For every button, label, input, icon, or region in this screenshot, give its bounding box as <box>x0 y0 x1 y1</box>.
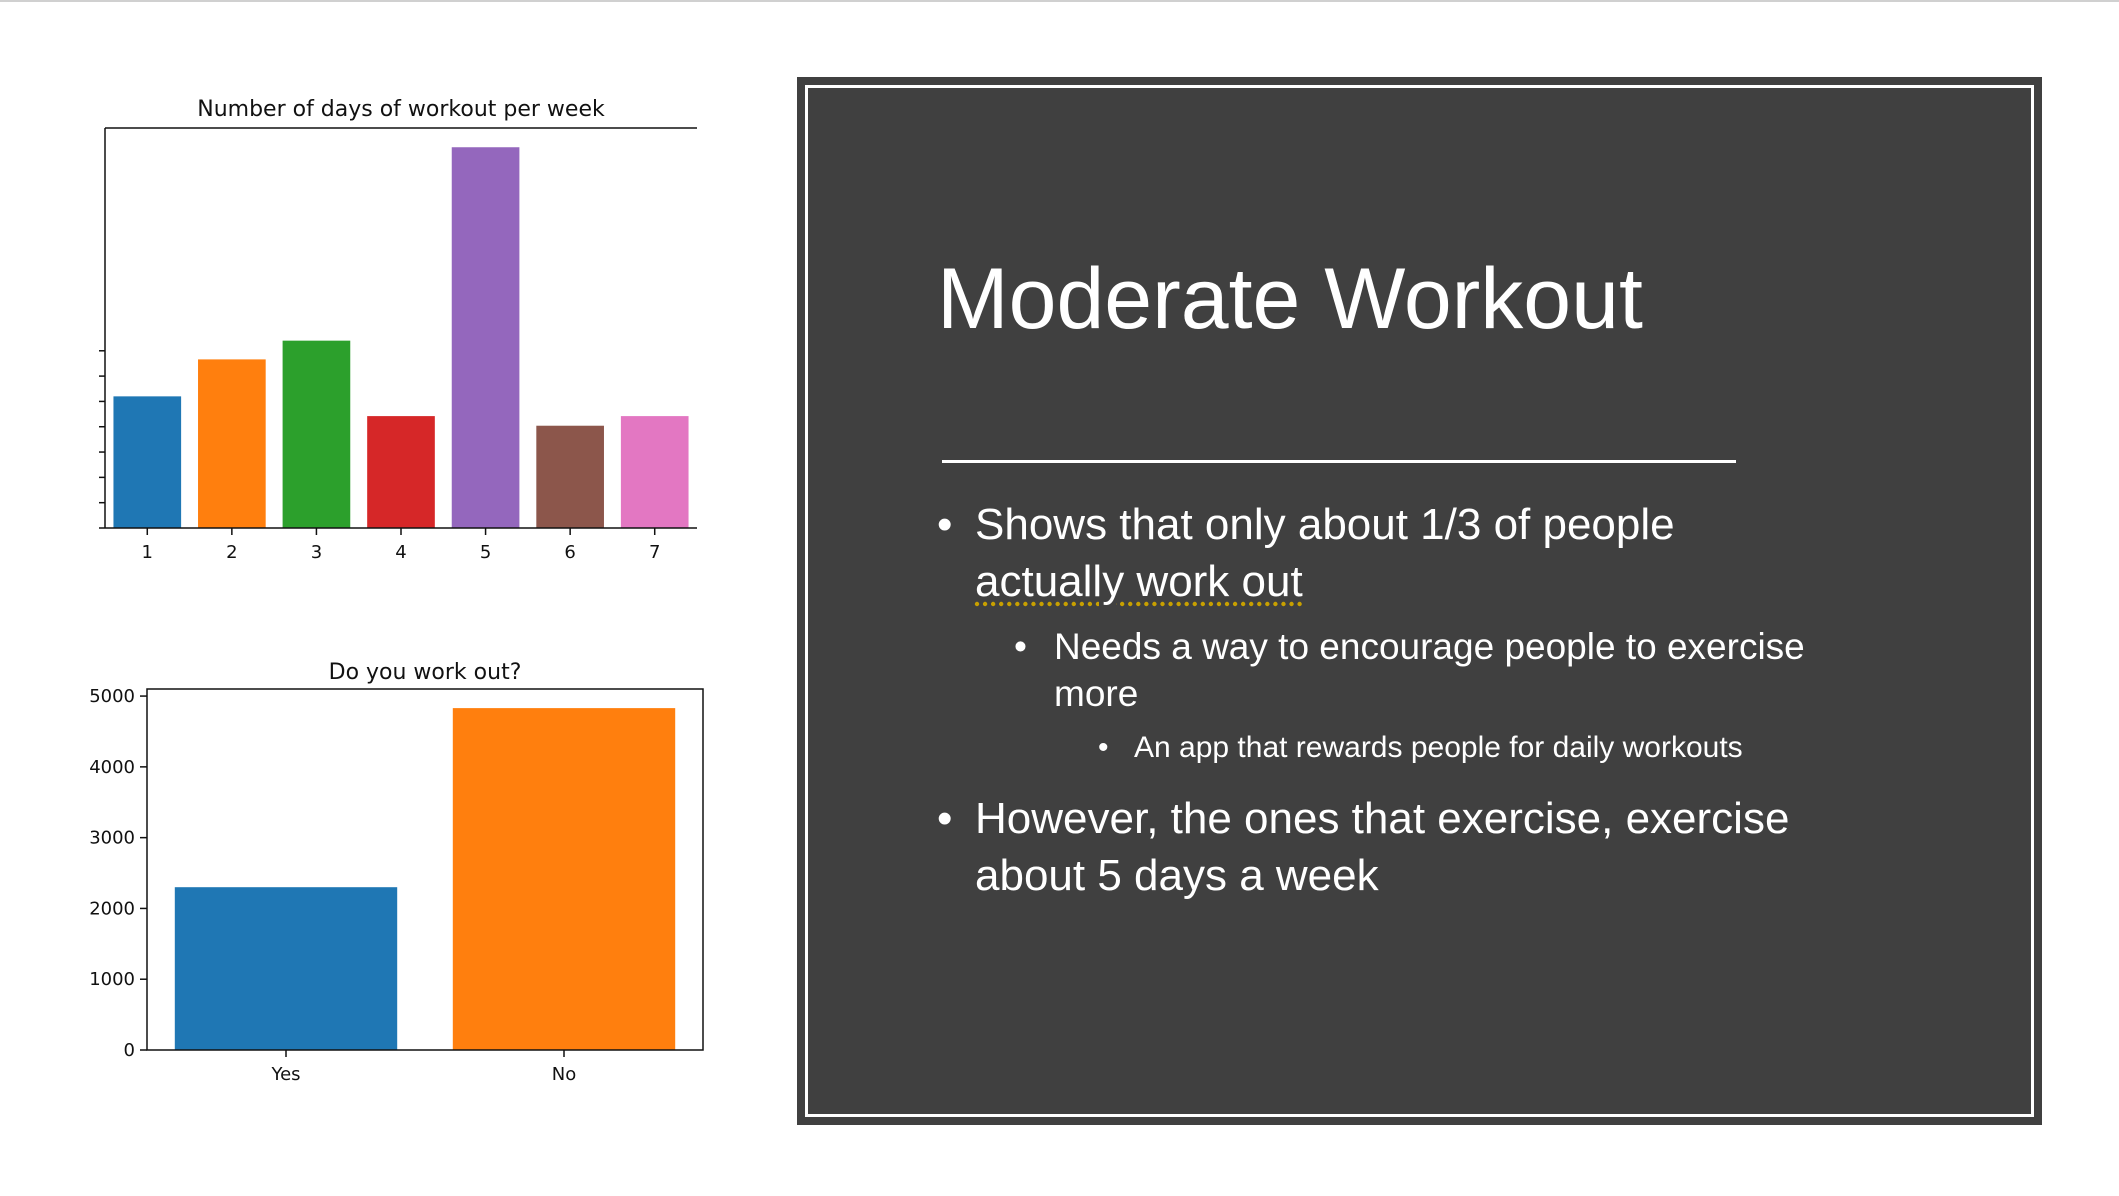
y-tick-label: 1000 <box>89 969 135 990</box>
chart-title: Number of days of workout per week <box>197 97 605 122</box>
bar-no <box>452 708 676 1050</box>
bullet-dot: • <box>1098 731 1109 764</box>
bullet-1-line-2: actually work out <box>975 557 1303 606</box>
window-top-border <box>0 0 2119 2</box>
bullet-1-line-1: Shows that only about 1/3 of people <box>975 500 1675 549</box>
bullet-dot: • <box>1014 626 1027 667</box>
workout-days-chart-svg: Number of days of workout per week 1 2 3 4 5 6… <box>99 97 697 563</box>
x-tick-label: No <box>552 1064 576 1085</box>
sub-bullet-1: • Needs a way to encourage people to exe… <box>1014 623 1805 717</box>
bar-7 <box>620 416 689 528</box>
bullet-dot: • <box>937 500 953 549</box>
title-divider <box>942 460 1736 463</box>
bar-3 <box>282 340 351 528</box>
y-tick-label: 0 <box>124 1040 135 1061</box>
bullet-2-line-1: However, the ones that exercise, exercis… <box>975 794 1790 843</box>
do-you-work-out-chart-svg: Do you work out? 0 1000 2000 3000 4000 5000 Yes… <box>89 660 704 1085</box>
sub-sub-bullet-1: • An app that rewards people for daily w… <box>1098 728 1743 768</box>
sub-sub-bullet-1-line-1: An app that rewards people for daily wor… <box>1134 731 1743 764</box>
x-tick-label: 1 <box>142 542 153 563</box>
y-tick-label: 4000 <box>89 757 135 778</box>
sub-bullet-1-line-1: Needs a way to encourage people to exerc… <box>1054 626 1805 667</box>
bar-4 <box>367 416 435 528</box>
sub-bullet-1-line-2: more <box>1054 673 1139 714</box>
slide-text-panel <box>797 77 2042 1125</box>
x-tick-label: Yes <box>270 1064 300 1085</box>
x-tick-label: 7 <box>649 542 660 563</box>
y-tick-label: 5000 <box>89 686 135 707</box>
x-tick-label: 3 <box>311 542 322 563</box>
x-tick-label: 6 <box>564 542 575 563</box>
x-tick-label: 5 <box>480 542 491 563</box>
bar-5 <box>451 147 520 528</box>
bar-6 <box>536 425 604 528</box>
bar-yes <box>174 887 398 1050</box>
do-you-work-out-chart: Do you work out? 0 1000 2000 3000 4000 5000 Yes… <box>0 640 760 1100</box>
plot-frame <box>146 688 704 1051</box>
bar-2 <box>198 359 266 528</box>
chart-title: Do you work out? <box>329 660 522 685</box>
bullet-2-line-2: about 5 days a week <box>975 851 1379 900</box>
panel-inner-border <box>805 85 2034 1117</box>
x-tick-label: 2 <box>226 542 237 563</box>
bullet-1: • Shows that only about 1/3 of people ac… <box>937 496 1675 610</box>
bullet-dot: • <box>937 794 953 843</box>
slide-title: Moderate Workout <box>937 251 1643 347</box>
x-tick-label: 4 <box>395 542 406 563</box>
y-tick-label: 3000 <box>89 828 135 849</box>
bar-1 <box>113 396 182 528</box>
workout-days-chart: Number of days of workout per week 1 2 3 4 5 6… <box>0 0 760 600</box>
y-tick-label: 2000 <box>89 898 135 919</box>
bullet-2: • However, the ones that exercise, exerc… <box>937 790 1790 904</box>
